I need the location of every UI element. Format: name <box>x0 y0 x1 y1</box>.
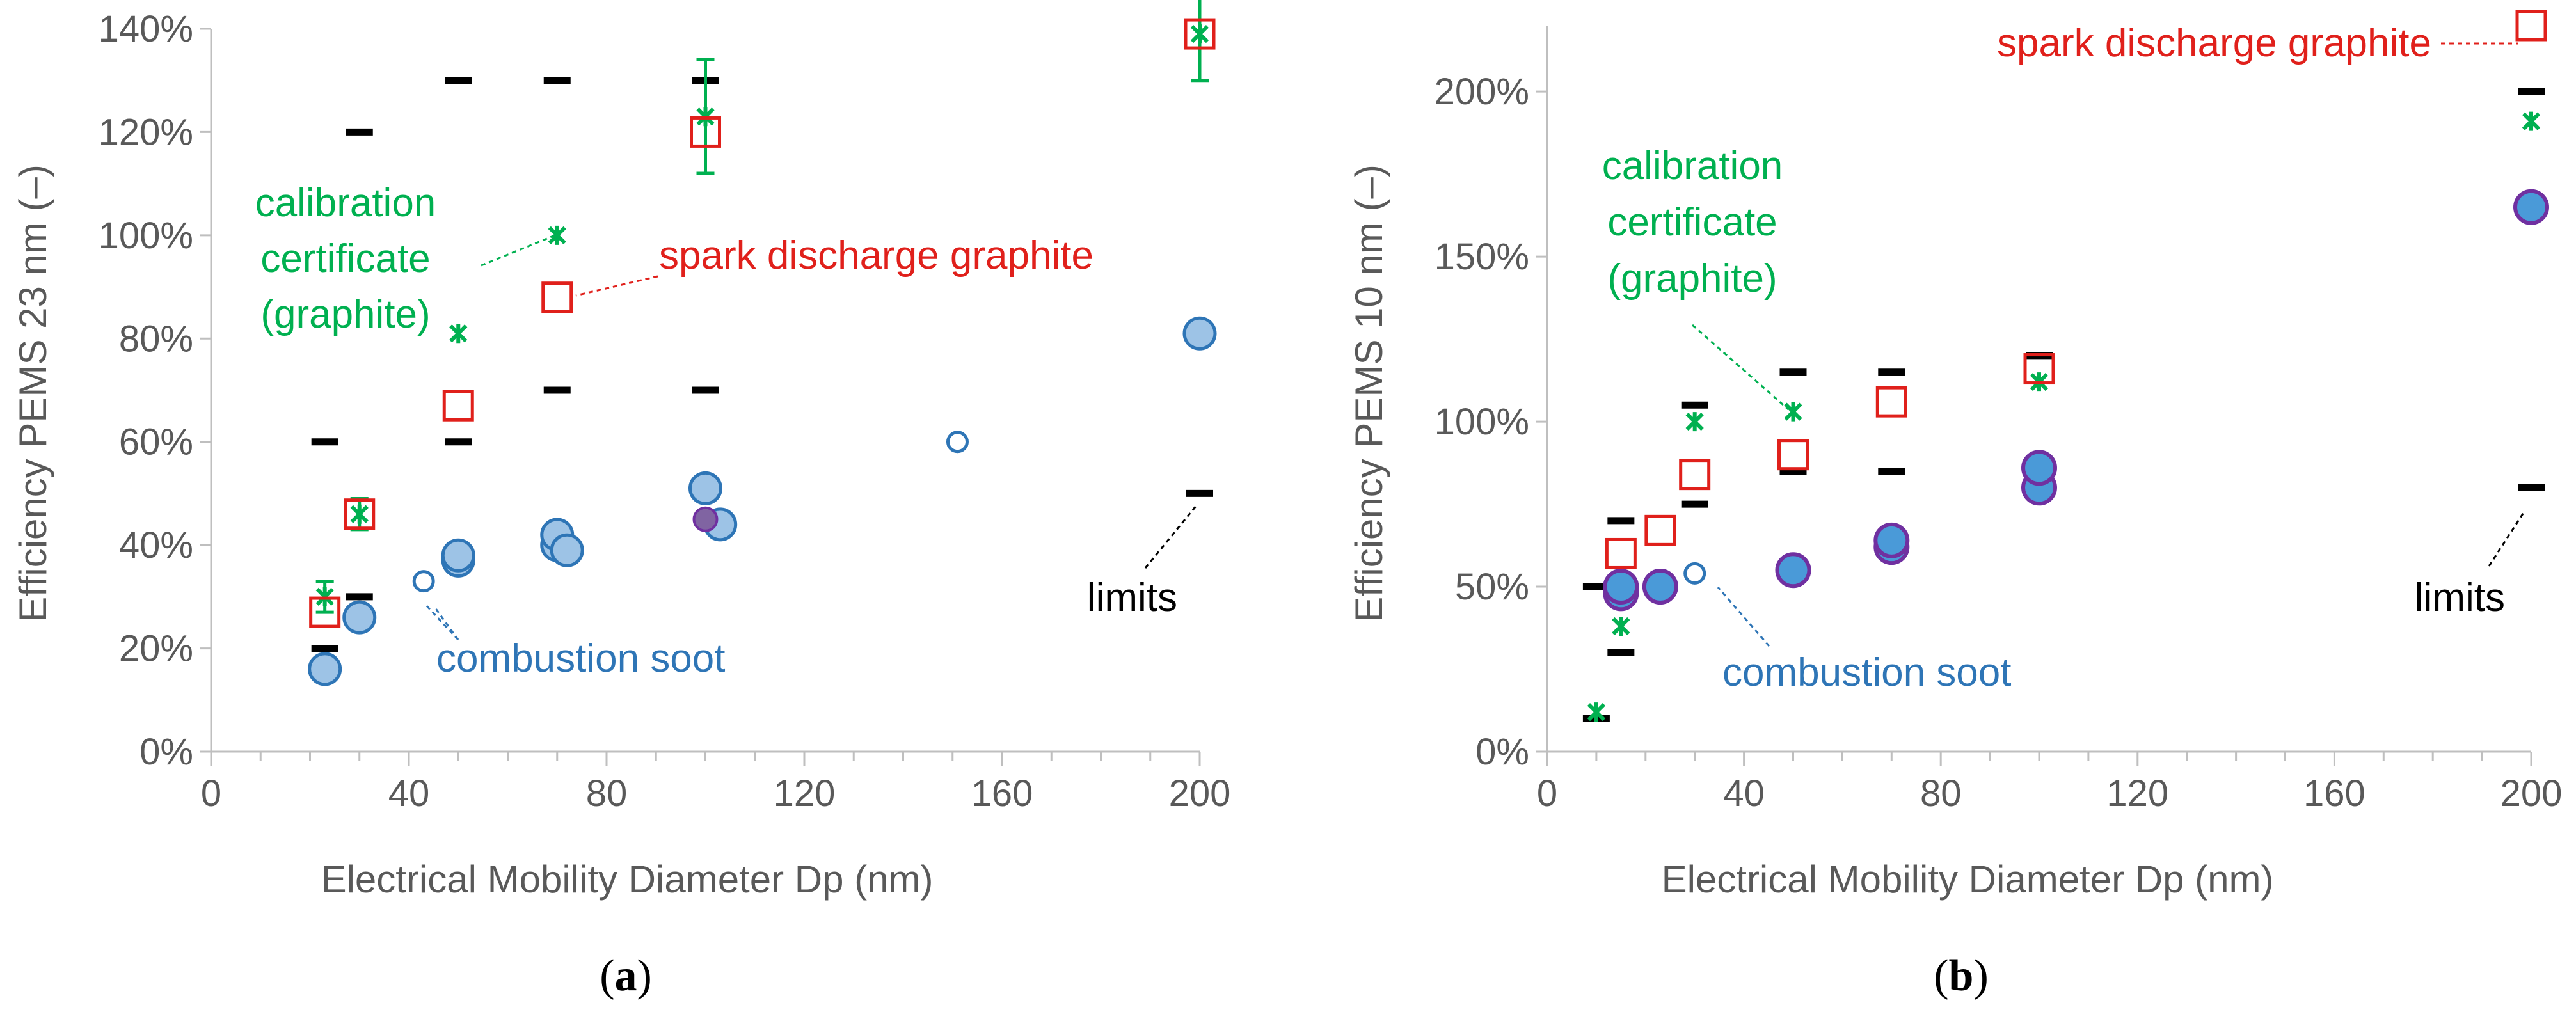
panel-b-spark-point <box>2515 10 2547 42</box>
panel-b-x-tick-label: 0 <box>1537 773 1557 814</box>
panel-b-y-axis-label: Efficiency PEMS 10 nm (–) <box>1348 164 1390 622</box>
panel-a-y-tick-label: 60% <box>119 422 193 463</box>
panel-b-soot-point <box>1873 522 1910 558</box>
panel-b-soot-open-point <box>1683 562 1706 585</box>
panel-a-spark-label: spark discharge graphite <box>659 233 1093 278</box>
panel-a-spark-leader <box>575 275 658 297</box>
panel-a-spark-point <box>309 596 341 628</box>
panel-a-calibration-label-line-3: (graphite) <box>260 292 430 336</box>
panel-a-soot-open-point <box>412 570 435 593</box>
panel-a-spark-point <box>442 390 474 422</box>
panel-b-soot-point <box>1642 569 1678 605</box>
panel-a-axes: 0 40 80 120 160 200 0% 20% 40% 60% 80% 100% 120% 140% <box>99 8 1231 814</box>
panel-a-x-tick-label: 160 <box>971 773 1033 814</box>
panel-a-soot-point <box>441 538 475 573</box>
panel-a-chart: 0 40 80 120 160 200 0% 20% 40% 60% 80% 100% 120% 140%… <box>12 0 1230 1000</box>
panel-a-spark-point <box>690 116 721 148</box>
panel-b-caption: (b) <box>1934 951 1989 1000</box>
panel-a-y-tick-label: 100% <box>99 215 193 257</box>
panel-b-limits-label: limits <box>2415 576 2505 620</box>
panel-b-spark-label: spark discharge graphite <box>1997 21 2431 65</box>
panel-b-x-tick-label: 40 <box>1723 773 1765 814</box>
panel-b-soot-point <box>2021 450 2057 486</box>
panel-a-soot-open-point <box>946 431 969 454</box>
panel-a-calibration-point <box>548 225 566 245</box>
panel-b-spark-point <box>2023 353 2055 385</box>
panel-a-calibration-leader <box>481 233 559 267</box>
panel-b-calibration-point <box>1587 702 1606 722</box>
panel-a-spark-point <box>541 281 573 313</box>
panel-a-x-tick-label: 0 <box>201 773 221 814</box>
panel-b-marks <box>1582 10 2549 722</box>
panel-a-calibration-label-line-1: calibration <box>255 181 436 225</box>
panel-b-y-tick-label: 200% <box>1435 71 1529 113</box>
panel-a-y-tick-label: 20% <box>119 628 193 670</box>
panel-b-calibration-label-line-3: (graphite) <box>1607 257 1777 301</box>
panel-b-axes: 0 40 80 120 160 200 0% 50% 100% 150% 200% <box>1435 26 2563 814</box>
panel-a-limits-label: limits <box>1087 576 1177 620</box>
panel-b-limits-leader <box>2488 511 2525 567</box>
panel-a-soot-point <box>688 471 722 505</box>
panel-b-soot-point <box>2513 189 2549 225</box>
panel-a-calibration-point <box>449 324 468 344</box>
panel-b-chart: 0 40 80 120 160 200 0% 50% 100% 150% 200% Electric… <box>1348 10 2563 1000</box>
panel-a-soot-leader-1 <box>434 607 459 640</box>
panel-b-soot-label: combustion soot <box>1722 651 2011 695</box>
panel-a-calibration-point <box>350 504 369 524</box>
panel-a-x-axis-label: Electrical Mobility Diameter Dp (nm) <box>321 858 934 901</box>
panel-a-marks <box>308 0 1217 686</box>
panel-a-x-tick-label: 80 <box>586 773 628 814</box>
panel-b-x-tick-label: 80 <box>1920 773 1962 814</box>
panel-b-x-tick-label: 200 <box>2500 773 2563 814</box>
panel-a-spark-point <box>1184 18 1216 50</box>
panel-b-calibration-leader <box>1692 324 1789 411</box>
panel-a-y-tick-label: 140% <box>99 8 193 50</box>
panel-b-soot-point <box>1603 569 1639 605</box>
panel-b-y-tick-label: 100% <box>1435 401 1529 443</box>
panel-a-calibration-label-line-2: certificate <box>260 237 430 281</box>
panel-a-calibration-point <box>1190 24 1209 44</box>
panel-b-soot-point <box>1775 552 1811 589</box>
panel-a-y-tick-label: 0% <box>139 731 193 773</box>
panel-b-soot-leader <box>1717 587 1770 647</box>
panel-b-x-axis-label: Electrical Mobility Diameter Dp (nm) <box>1662 858 2274 901</box>
panel-a-y-tick-label: 40% <box>119 525 193 566</box>
panel-b-x-tick-label: 160 <box>2303 773 2365 814</box>
panel-a-soot-point <box>308 652 342 686</box>
panel-a-limits-leader <box>1144 505 1198 569</box>
panel-b-spark-point <box>1777 439 1809 471</box>
panel-b-spark-point <box>1605 537 1637 569</box>
panel-a-y-axis-label: Efficiency PEMS 23 nm (–) <box>12 164 54 622</box>
panel-a-spark-point <box>344 498 376 530</box>
panel-b-calibration-point <box>1685 412 1704 432</box>
panel-b-y-tick-label: 0% <box>1475 731 1529 773</box>
panel-b-calibration-point <box>2522 111 2541 131</box>
panel-a-soot-point <box>692 506 719 532</box>
panel-b-calibration-label-line-2: certificate <box>1607 200 1777 244</box>
panel-a-soot-point <box>550 533 584 567</box>
panel-a-soot-point <box>1182 316 1217 351</box>
panel-b-spark-point <box>1679 459 1711 491</box>
panel-b-spark-point <box>1644 514 1676 546</box>
panel-a-x-tick-label: 200 <box>1169 773 1231 814</box>
panel-a-x-tick-label: 120 <box>774 773 836 814</box>
panel-a-x-tick-label: 40 <box>388 773 430 814</box>
panel-b-x-tick-label: 120 <box>2106 773 2168 814</box>
panel-b-calibration-point <box>1784 402 1802 422</box>
panel-a-caption: (a) <box>600 951 652 1000</box>
panel-a-soot-leader-2 <box>424 603 459 641</box>
panel-a-soot-label: combustion soot <box>436 636 725 681</box>
panel-a-y-tick-label: 120% <box>99 111 193 153</box>
panel-b-y-tick-label: 50% <box>1455 566 1529 608</box>
panel-a-y-tick-label: 80% <box>119 318 193 360</box>
panel-b-calibration-point <box>1612 616 1630 636</box>
panel-a-soot-point <box>342 600 377 635</box>
panel-b-calibration-label-line-1: calibration <box>1602 144 1783 188</box>
panel-b-y-tick-label: 150% <box>1435 236 1529 278</box>
panel-b-spark-point <box>1875 386 1907 418</box>
